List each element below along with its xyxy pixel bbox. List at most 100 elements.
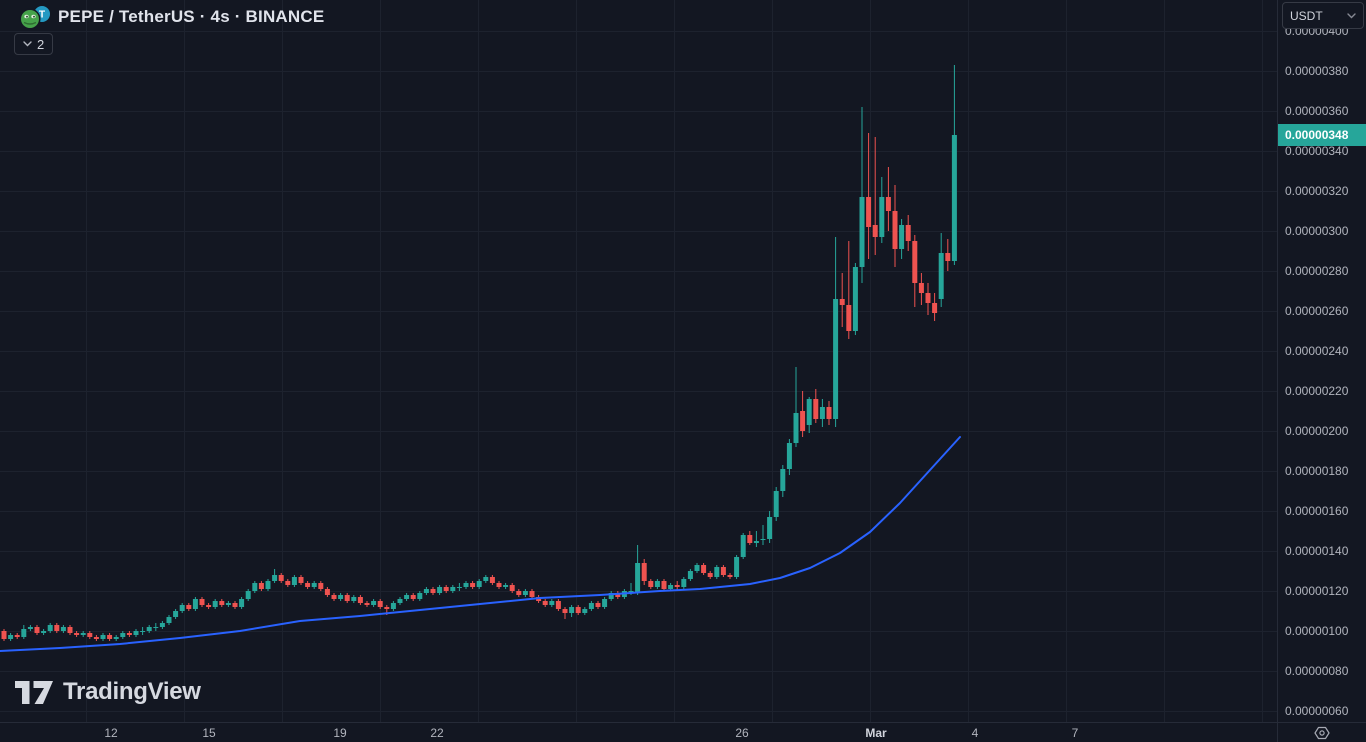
candle-body [450,587,456,591]
candle-body [272,575,278,581]
candle-body [635,563,641,593]
candle-body [192,599,198,609]
candle-body [602,599,608,607]
candle-body [509,585,515,591]
candle-body [747,535,753,543]
price-axis-label: 0.00000160 [1285,504,1349,518]
currency-dropdown[interactable]: USDT [1282,2,1364,29]
candle-body [899,225,905,249]
candle-body [641,563,647,581]
candle-body [225,603,231,605]
candle-body [107,635,113,639]
candle-body [14,635,20,637]
candle-body [153,627,159,628]
candle-body [912,241,918,283]
candle-body [278,575,284,581]
symbol-legend[interactable]: T PEPE / TetherUS · 4s · BINANCE [10,4,324,30]
candle-body [687,571,693,579]
candle-body [819,407,825,419]
price-axis-label: 0.00000220 [1285,384,1349,398]
chart-pane[interactable]: T PEPE / TetherUS · 4s · BINANCE [0,0,1277,722]
time-axis[interactable]: 12 15 19 22 26 Mar 4 7 [0,722,1277,742]
candlestick-chart[interactable] [0,0,1277,722]
symbol-title[interactable]: PEPE / TetherUS · 4s · BINANCE [58,7,325,26]
candle-body [364,603,370,605]
price-axis[interactable]: 0.00000060 0.00000080 0.00000100 0.00000120… [1277,0,1366,722]
candle-body [951,135,957,261]
candle-body [879,197,885,237]
price-axis-label: 0.00000200 [1285,424,1349,438]
candle-body [206,605,212,607]
candle-body [707,573,713,577]
candle-body [113,637,119,639]
price-axis-label: 0.00000100 [1285,624,1349,638]
candle-body [140,631,146,632]
candle-body [166,617,172,623]
price-axis-label: 0.00000180 [1285,464,1349,478]
candle-body [305,583,311,587]
legend-toggle-button[interactable]: 2 [14,33,54,55]
pepe-coin-icon [19,8,41,30]
candle-body [767,517,773,539]
candle-body [410,595,416,599]
time-axis-label: 19 [333,726,347,740]
candle-body [265,581,271,589]
candle-body [232,603,238,607]
candle-body [291,577,297,585]
candle-body [720,567,726,575]
candle-body [54,625,60,631]
candle-body [714,567,720,577]
ma-line [0,436,961,652]
candle-body [648,581,654,587]
candle-body [357,597,363,603]
candle-body [694,565,700,571]
candle-body [786,443,792,469]
candle-body [555,601,561,609]
candle-body [146,627,152,631]
time-axis-label: 7 [1071,726,1079,740]
candle-body [199,599,205,605]
candle-body [846,305,852,331]
tradingview-logo[interactable]: TradingView [15,676,201,708]
candle-body [331,595,337,599]
candle-body [430,589,436,593]
pair-logo: T [10,4,52,30]
candle-body [892,211,898,249]
price-scale-settings-button[interactable] [1277,722,1366,742]
candle-body [575,607,581,613]
price-axis-label: 0.00000080 [1285,664,1349,678]
candle-body [529,591,535,597]
candle-body [443,587,449,591]
candle-body [806,399,812,425]
price-axis-label: 0.00000320 [1285,184,1349,198]
candle-body [918,283,924,293]
candle-body [219,601,225,605]
candle-body [41,631,47,633]
price-axis-label: 0.00000360 [1285,104,1349,118]
candle-body [813,399,819,419]
candle-body [938,253,944,299]
candle-body [344,595,350,601]
candle-body [60,627,66,631]
candle-body [793,413,799,443]
price-axis-label: 0.00000300 [1285,224,1349,238]
candle-body [245,591,251,599]
candle-body [47,625,53,631]
chevron-down-icon [23,41,32,47]
svg-text:T: T [39,10,45,21]
candle-body [27,627,33,629]
candle-body [734,557,740,577]
candle-body [258,583,264,589]
chevron-down-icon [1347,12,1356,18]
candle-body [740,535,746,557]
time-axis-label: 26 [735,726,749,740]
price-axis-label: 0.00000380 [1285,64,1349,78]
candle-body [179,605,185,611]
candle-body [417,593,423,599]
candle-body [800,411,806,431]
candle-body [8,635,14,639]
candle-body [542,601,548,605]
time-axis-label: Mar [865,726,887,740]
candle-body [932,303,938,313]
candle-body [516,591,522,595]
